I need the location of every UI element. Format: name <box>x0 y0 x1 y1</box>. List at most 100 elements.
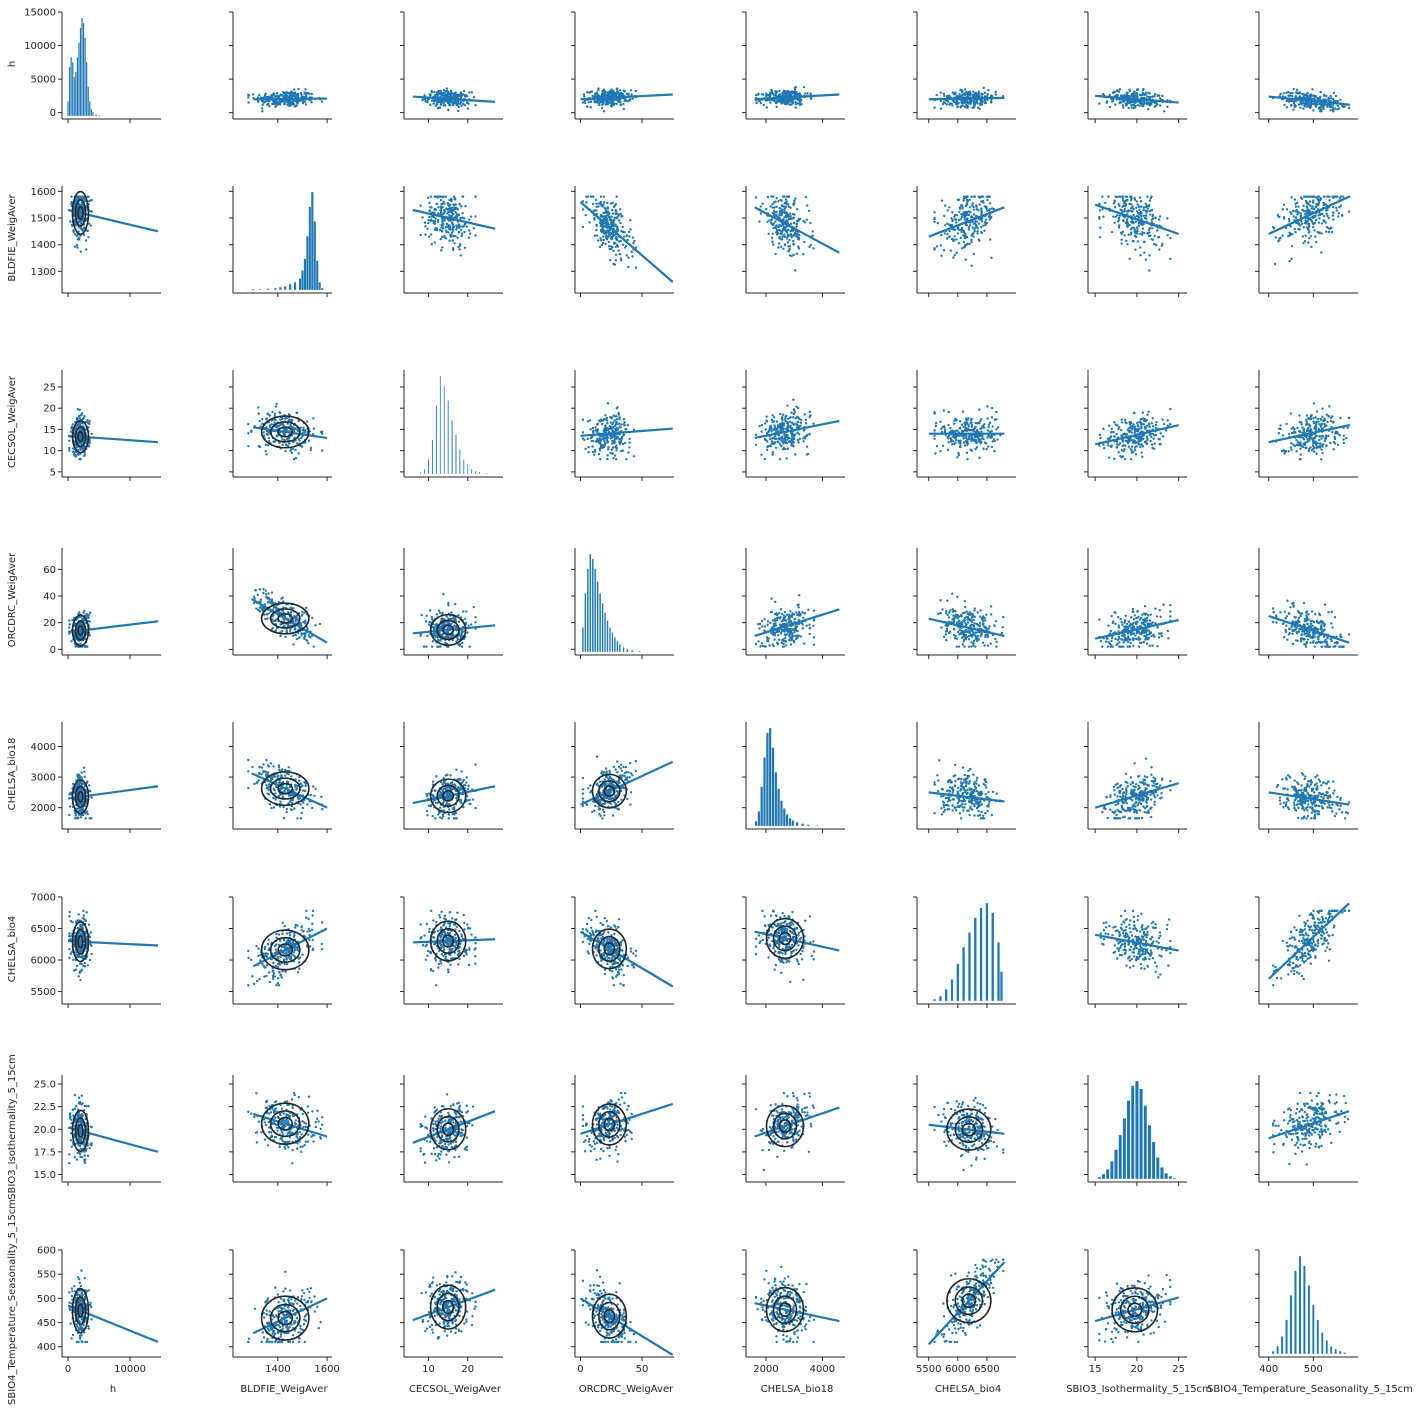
scatter-point <box>968 214 970 216</box>
scatter-point <box>1291 245 1293 247</box>
scatter-point <box>247 432 249 434</box>
scatter-point <box>952 256 954 258</box>
scatter-point <box>948 230 950 232</box>
scatter-point <box>966 217 968 219</box>
scatter-point <box>812 423 814 425</box>
histogram-bar <box>80 28 82 116</box>
scatter-point <box>1111 100 1113 102</box>
scatter-point <box>780 200 782 202</box>
scatter-point <box>437 206 439 208</box>
scatter-point <box>631 97 633 99</box>
scatter-point <box>447 93 449 95</box>
scatter-point <box>769 444 771 446</box>
scatter-point <box>792 399 794 401</box>
y-tick-label: 15000 <box>24 8 56 19</box>
scatter-point <box>796 424 798 426</box>
scatter-point <box>977 209 979 211</box>
scatter-point <box>790 99 792 101</box>
scatter-point <box>247 96 249 98</box>
scatter-point <box>1296 89 1298 91</box>
scatter-point <box>984 221 986 223</box>
scatter-point <box>957 102 959 104</box>
scatter-point <box>622 443 624 445</box>
scatter-point <box>989 238 991 240</box>
scatter-point <box>1113 200 1115 202</box>
histogram-bar <box>306 236 308 290</box>
histogram-bar <box>309 207 311 290</box>
scatter-point <box>774 441 776 443</box>
y-tick-label: 1600 <box>31 187 56 198</box>
scatter-point <box>608 219 610 221</box>
scatter-point <box>272 441 274 443</box>
scatter-point <box>1332 206 1334 208</box>
scatter-point <box>1116 90 1118 92</box>
scatter-point <box>302 427 304 429</box>
scatter-point <box>808 210 810 212</box>
scatter-point <box>623 434 625 436</box>
scatter-point <box>298 452 300 454</box>
scatter-point <box>623 108 625 110</box>
scatter-point <box>617 229 619 231</box>
scatter-point <box>471 91 473 93</box>
scatter-point <box>460 105 462 107</box>
histogram-bar <box>321 288 323 290</box>
scatter-point <box>453 242 455 244</box>
scatter-point <box>473 227 475 229</box>
scatter-point <box>441 236 443 238</box>
scatter-point <box>622 103 624 105</box>
scatter-point <box>267 100 269 102</box>
scatter-point <box>435 208 437 210</box>
scatter-point <box>247 445 249 447</box>
scatter-point <box>587 451 589 453</box>
scatter-point <box>776 224 778 226</box>
scatter-point <box>437 219 439 221</box>
scatter-point <box>1335 95 1337 97</box>
scatter-point <box>767 431 769 433</box>
scatter-point <box>597 423 599 425</box>
scatter-point <box>773 416 775 418</box>
scatter-point <box>617 245 619 247</box>
scatter-point <box>274 106 276 108</box>
scatter-point <box>1306 209 1308 211</box>
scatter-point <box>1161 95 1163 97</box>
scatter-point <box>290 90 292 92</box>
scatter-point <box>441 220 443 222</box>
scatter-point <box>797 441 799 443</box>
scatter-point <box>760 454 762 456</box>
scatter-point <box>304 88 306 90</box>
scatter-point <box>461 232 463 234</box>
scatter-point <box>973 230 975 232</box>
scatter-point <box>296 442 298 444</box>
scatter-point <box>1143 241 1145 243</box>
scatter-point <box>792 240 794 242</box>
scatter-point <box>764 422 766 424</box>
scatter-point <box>468 229 470 231</box>
scatter-point <box>1323 99 1325 101</box>
scatter-point <box>769 101 771 103</box>
scatter-point <box>73 231 75 233</box>
scatter-point <box>789 218 791 220</box>
histogram-bar <box>304 259 306 290</box>
scatter-point <box>1311 220 1313 222</box>
scatter-point <box>779 413 781 415</box>
scatter-point <box>1306 95 1308 97</box>
scatter-point <box>788 103 790 105</box>
scatter-point <box>620 259 622 261</box>
scatter-point <box>628 438 630 440</box>
scatter-point <box>1336 108 1338 110</box>
scatter-point <box>76 246 78 248</box>
scatter-point <box>1107 195 1109 197</box>
scatter-point <box>969 224 971 226</box>
scatter-point <box>1298 228 1300 230</box>
scatter-point <box>448 208 450 210</box>
scatter-point <box>1111 231 1113 233</box>
scatter-point <box>632 242 634 244</box>
scatter-point <box>1131 220 1133 222</box>
scatter-point <box>1152 239 1154 241</box>
scatter-point <box>805 219 807 221</box>
scatter-point <box>1148 269 1150 271</box>
scatter-point <box>973 105 975 107</box>
scatter-point <box>1304 219 1306 221</box>
histogram-bar <box>98 115 100 116</box>
